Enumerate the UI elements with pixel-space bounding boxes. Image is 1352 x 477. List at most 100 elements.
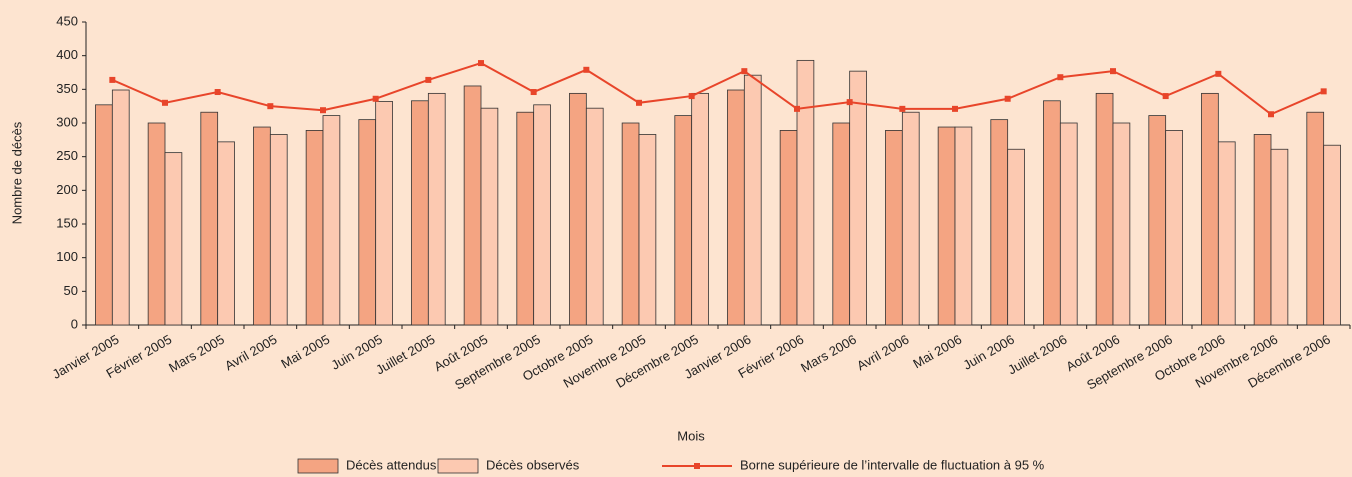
bar [1323,144,1341,326]
bar [516,111,535,326]
legend-marker [694,463,700,469]
marker [1057,74,1064,81]
x-tick-label: Mars 2006 [798,332,859,376]
x-tick-label: Mai 2005 [278,332,332,372]
marker [162,99,168,106]
bar [954,126,973,326]
line [111,61,1325,116]
bar [411,100,429,326]
marker [846,99,853,106]
bar [217,141,235,326]
x-tick-label: Juillet 2006 [1005,332,1069,378]
bar [585,107,604,326]
marker [1110,68,1116,75]
bar [727,89,745,326]
y-tick-label: 0 [71,316,78,331]
marker [530,89,537,96]
marker [583,66,590,73]
bar [1007,148,1025,326]
bar [901,111,920,326]
marker [952,105,958,112]
bar [1270,148,1289,326]
marker [425,76,432,83]
bar [638,134,657,326]
bar [743,74,762,326]
bar [1201,92,1219,326]
legend-swatch [297,458,339,474]
bar [427,92,446,326]
x-tick-label: Avril 2005 [222,332,279,374]
bar [1306,111,1325,326]
bar [1148,115,1167,326]
marker [214,89,221,96]
bar [691,92,709,326]
y-tick-label: 400 [56,47,78,62]
bar [849,70,867,326]
y-tick-label: 250 [56,148,78,163]
x-tick-label: Avril 2006 [854,332,911,374]
legend-label: Borne supérieure de l’intervalle de fluc… [740,457,1045,472]
marker [372,95,379,102]
y-tick-label: 50 [64,283,78,298]
x-tick-label: Juillet 2005 [373,332,437,378]
bar [269,134,288,326]
marker [636,99,642,106]
legend-label: Décès observés [486,457,580,472]
marker [320,107,326,114]
bar [95,104,113,326]
bar [1059,122,1078,326]
bar [885,130,903,326]
bar [621,122,640,326]
y-tick-label: 350 [56,81,78,96]
x-tick-label: Mai 2006 [910,332,964,372]
marker [1215,70,1222,77]
bar [569,92,587,326]
bar [305,130,324,326]
bar [674,115,693,326]
bar [1112,122,1131,326]
marker [1268,111,1274,118]
y-tick-label: 300 [56,114,78,129]
x-tick-label: Mars 2005 [166,332,227,376]
bar [322,115,341,326]
bar [375,101,393,326]
bar [200,111,219,326]
bar [480,107,499,326]
y-tick-label: 200 [56,182,78,197]
bar [1095,92,1114,326]
bar [1165,130,1183,326]
bar [164,152,183,326]
bar [796,59,815,326]
marker [741,68,748,75]
bar [779,130,798,326]
bar [1217,141,1236,326]
marker [1320,88,1327,95]
marker [1004,95,1011,102]
marker [794,105,800,112]
marker [1162,93,1169,100]
x-axis-title: Mois [677,428,705,443]
marker [899,105,906,112]
y-tick-label: 100 [56,249,78,264]
y-axis-title: Nombre de décès [9,121,24,224]
bar [147,122,166,326]
bar [1253,134,1272,326]
y-tick-label: 150 [56,215,78,230]
bar [463,85,482,326]
marker [688,93,695,100]
marker [109,76,116,83]
bar [533,104,551,326]
bar [253,126,271,326]
bar [358,119,377,326]
legend-label: Décès attendus [346,457,437,472]
bar [832,122,851,326]
marker [478,60,484,67]
bar [111,89,130,326]
marker [267,103,274,110]
bar [1043,100,1061,326]
bar [990,119,1009,326]
legend-swatch [437,458,479,474]
bar [937,126,956,326]
y-tick-label: 450 [56,13,78,28]
